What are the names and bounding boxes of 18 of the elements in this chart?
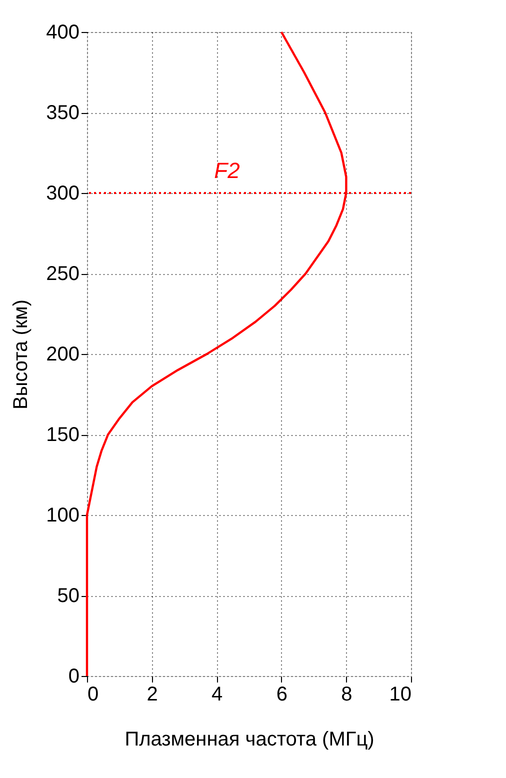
ref-line-label: F2 [214,158,240,183]
y-tick-label: 400 [46,22,80,44]
x-axis-title: Плазменная частота (МГц) [124,728,374,750]
y-tick-label: 200 [46,344,80,366]
y-tick-label: 250 [46,263,80,285]
x-tick-label: 4 [212,684,223,706]
y-tick-label: 150 [46,424,80,446]
x-tick-label: 10 [389,684,412,706]
x-tick-label: 2 [146,684,158,706]
x-tick-label: 8 [341,684,352,706]
x-tick-label: 0 [88,684,99,706]
y-tick-label: 0 [68,666,80,688]
y-tick-label: 50 [57,585,80,607]
x-tick-label: 6 [276,684,288,706]
y-tick-label: 300 [46,182,80,204]
y-axis-title: Высота (км) [10,299,32,410]
y-tick-label: 350 [46,102,80,124]
y-tick-label: 100 [46,504,80,526]
